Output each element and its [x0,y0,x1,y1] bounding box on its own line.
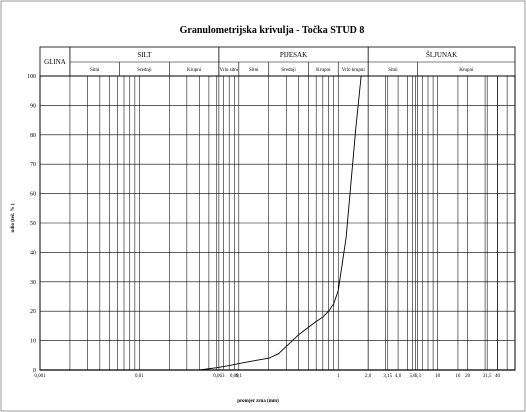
header-pijesak-srednji: Srednji [281,68,296,73]
y-tick-label: 0 [33,368,36,374]
y-tick-label: 40 [30,250,36,256]
header-silt-srednji: Srednji [137,68,152,73]
y-axis-ticks: 0 10 20 30 40 50 60 70 80 90 100 [27,74,36,374]
header-pijesak-sitni: Sitni [249,68,259,73]
header-pijesak: PIJESAK [280,51,307,59]
grid [39,46,516,371]
x-tick-label: 10 [435,374,441,379]
x-tick-label: 3,15 [383,374,392,379]
y-tick-label: 70 [30,162,36,168]
grain-size-curve [199,75,362,371]
x-tick-label: 2,0 [365,374,372,379]
header-glina: GLINA [44,58,66,66]
x-tick-label: 40 [495,374,501,379]
y-tick-label: 10 [30,339,36,345]
x-tick-label: 1 [337,374,340,379]
x-tick-label: 0,09 [230,374,239,379]
x-axis-label: promjer zrna (mm) [237,399,279,404]
header-silt-krupni: Krupni [187,68,202,73]
y-tick-label: 90 [30,103,36,109]
y-tick-label: 30 [30,280,36,286]
header-sljunak-krupni: Krupni [459,68,474,73]
header-sljunak: ŠLJUNAK [426,51,457,59]
x-tick-label: 6,3 [415,374,422,379]
x-tick-label: 0,01 [135,374,144,379]
x-tick-label: 31,5 [483,374,492,379]
x-tick-label: 16 [455,374,461,379]
x-tick-label: 20 [465,374,471,379]
x-axis-ticks: 0,001 0,01 0,063 0,090,1 1 2,0 3,15 4,0 5,66,3 10… [34,374,500,379]
header-border [39,46,516,77]
chart-title: Granulometrijska krivulja - Točka STUD 8 [180,25,365,36]
fraction-header: GLINA SILT PIJESAK ŠLJUNAK Sitni Srednji… [44,51,474,73]
y-tick-label: 80 [30,133,36,139]
x-tick-label: 0,1 [236,374,243,379]
series [199,75,362,371]
y-axis-label: udio (tež. % ) [11,203,16,232]
x-tick-label: 0,063 [213,374,225,379]
header-silt-sitni: Sitni [90,68,100,73]
header-pijesak-krupni: Krupni [316,68,331,73]
y-tick-label: 20 [30,309,36,315]
y-tick-label: 50 [30,221,36,227]
y-tick-label: 100 [27,74,36,80]
header-sljunak-sitni: Sitni [388,68,398,73]
header-pijesak-vrlo-krupni: Vrlo krupni [342,68,366,73]
header-silt: SILT [137,51,152,59]
header-pijesak-vrlo-sitni: Vrlo sitni [219,68,238,73]
x-tick-label: 0,001 [34,374,46,379]
y-tick-label: 60 [30,192,36,198]
x-tick-label: 5,6 [409,374,416,379]
x-tick-label: 4,0 [395,374,402,379]
